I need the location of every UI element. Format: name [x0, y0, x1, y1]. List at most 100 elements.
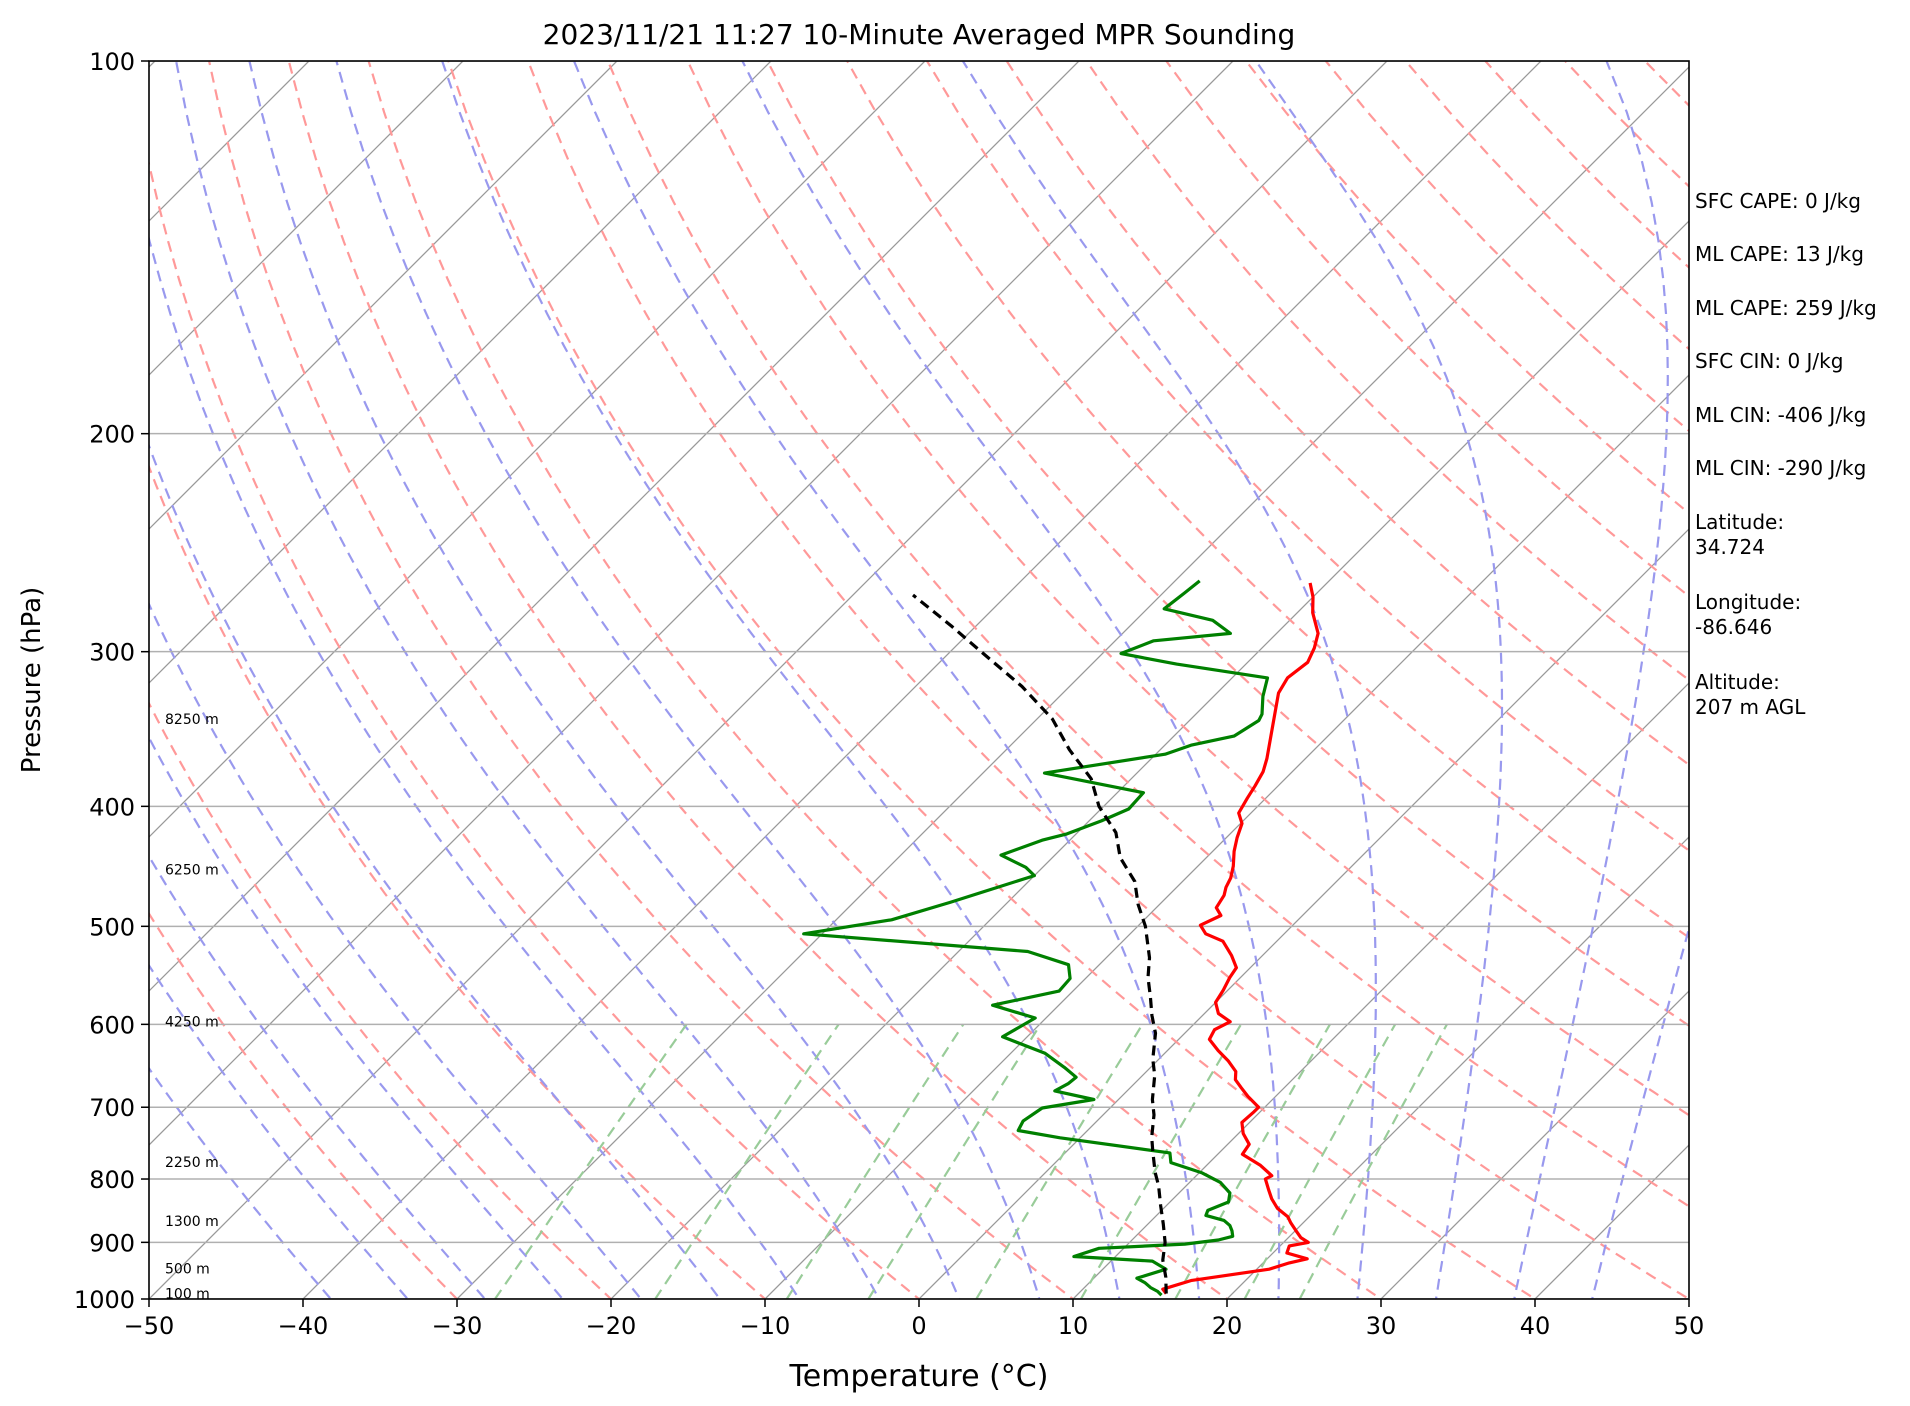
moist-adiabat-line [335, 61, 1041, 1299]
info-ml-cape-2: ML CAPE: 259 J/kg [1695, 296, 1877, 320]
height-label: 500 m [165, 1262, 210, 1278]
y-ticks: 1000 900 800 700 600 500 400 300 200 100 [74, 48, 149, 1314]
moist-adiabat-line [248, 61, 961, 1299]
isotherm-line [149, 61, 926, 838]
dry-adiabat-line [149, 701, 613, 1299]
info-sfc-cin: SFC CIN: 0 J/kg [1695, 349, 1844, 373]
y-tick-label: 200 [89, 421, 135, 449]
mixing-ratio-line [654, 1023, 840, 1299]
info-latitude-value: 34.724 [1695, 535, 1765, 559]
info-ml-cin-1: ML CIN: -406 J/kg [1695, 403, 1867, 427]
height-label: 8250 m [165, 712, 219, 728]
height-labels: 8250 m 6250 m 4250 m 2250 m 1300 m 500 m 100 m [165, 712, 219, 1303]
background-lines [149, 33, 1910, 1325]
mixing-ratio-line [867, 1023, 1042, 1299]
moist-adiabat-line [149, 601, 643, 1299]
chart-title: 2023/11/21 11:27 10-Minute Averaged MPR … [543, 18, 1296, 51]
y-tick-label: 100 [89, 48, 135, 76]
dry-adiabat-line [926, 61, 1689, 852]
moist-adiabat-line [149, 963, 410, 1299]
moist-adiabat-line [1254, 61, 1504, 1299]
moist-adiabat-line [961, 61, 1377, 1299]
moist-adiabat-line [149, 442, 722, 1299]
y-tick-label: 400 [89, 793, 135, 821]
isotherm-line [149, 61, 1234, 1146]
y-tick-label: 1000 [74, 1286, 135, 1314]
info-longitude-label: Longitude: [1695, 590, 1802, 614]
isotherm-line [1072, 682, 1689, 1299]
x-tick-label: 10 [1058, 1312, 1089, 1340]
moist-adiabat-line [149, 735, 565, 1299]
info-ml-cape-1: ML CAPE: 13 J/kg [1695, 242, 1864, 266]
x-tick-label: 50 [1674, 1312, 1705, 1340]
plot-frame [148, 60, 1690, 1300]
x-tick-label: 20 [1212, 1312, 1243, 1340]
info-altitude-value: 207 m AGL [1695, 695, 1806, 719]
info-latitude-label: Latitude: [1695, 510, 1785, 534]
dry-adiabat-line [149, 463, 767, 1299]
moist-adiabat-line [741, 61, 1281, 1299]
isotherm-line [456, 66, 1689, 1299]
mixing-ratio-line [785, 1023, 965, 1299]
isotherm-line [149, 61, 618, 530]
moist-adiabat-line [1591, 924, 1689, 1299]
dry-adiabat-line [606, 61, 1689, 1208]
mixing-ratio-line [1174, 1023, 1331, 1299]
y-tick-label: 300 [89, 639, 135, 667]
x-tick-label: 30 [1366, 1312, 1397, 1340]
mixing-ratio-line [494, 1023, 688, 1299]
y-tick-label: 800 [89, 1166, 135, 1194]
x-tick-label: −30 [432, 1312, 483, 1340]
isotherm-line [1226, 836, 1689, 1299]
isotherm-line [610, 220, 1689, 1299]
series-line-2 [911, 593, 1168, 1294]
moist-adiabat-line [572, 61, 1201, 1299]
isobar-grid [149, 61, 1689, 1299]
x-tick-label: −10 [740, 1312, 791, 1340]
info-altitude-label: Altitude: [1695, 670, 1780, 694]
height-label: 4250 m [165, 1015, 219, 1031]
series-line-0 [1161, 582, 1320, 1295]
x-ticks: −50 −40 −30 −20 −10 0 10 20 30 40 50 [124, 1299, 1705, 1340]
isotherm-line [918, 528, 1689, 1299]
moist-adiabat-line [149, 1066, 333, 1299]
isotherm-line [1380, 990, 1689, 1299]
dry-adiabat-line [1085, 61, 1689, 682]
series-line-1 [802, 579, 1270, 1297]
height-label: 1300 m [165, 1214, 219, 1230]
dry-adiabat-line [287, 61, 1229, 1299]
info-longitude-value: -86.646 [1695, 615, 1773, 639]
isotherm-line [149, 61, 772, 684]
x-tick-label: −50 [124, 1312, 175, 1340]
moist-adiabat-line [149, 234, 801, 1299]
dry-adiabat-line [208, 61, 1075, 1299]
y-tick-label: 600 [89, 1011, 135, 1039]
y-tick-label: 500 [89, 913, 135, 941]
isotherm-line [149, 61, 464, 376]
x-tick-label: −20 [586, 1312, 637, 1340]
dry-adiabat-line [686, 61, 1689, 1117]
x-axis-label: Temperature (°C) [789, 1359, 1049, 1394]
height-label: 6250 m [165, 863, 219, 879]
dry-adiabat-line [846, 61, 1689, 939]
dry-adiabat-line [149, 911, 459, 1299]
height-label: 2250 m [165, 1155, 219, 1171]
x-tick-label: 0 [911, 1312, 926, 1340]
moist-adiabat-line [441, 61, 1121, 1299]
x-tick-label: 40 [1520, 1312, 1551, 1340]
isotherm-line [149, 61, 1388, 1299]
y-axis-label: Pressure (hPa) [17, 587, 47, 774]
dry-adiabat-line [1005, 61, 1689, 767]
y-tick-label: 900 [89, 1229, 135, 1257]
sounding-series [802, 579, 1320, 1297]
mixing-ratio-line [1243, 1023, 1397, 1299]
moist-adiabat-line [149, 854, 487, 1299]
x-tick-label: −40 [278, 1312, 329, 1340]
mixing-ratio-line [975, 1023, 1144, 1299]
isotherm-line [1817, 33, 1910, 1325]
dry-adiabat-line [766, 61, 1689, 1027]
isotherm-line [302, 61, 1542, 1299]
isotherm-line [149, 61, 310, 222]
height-label: 100 m [165, 1287, 210, 1303]
